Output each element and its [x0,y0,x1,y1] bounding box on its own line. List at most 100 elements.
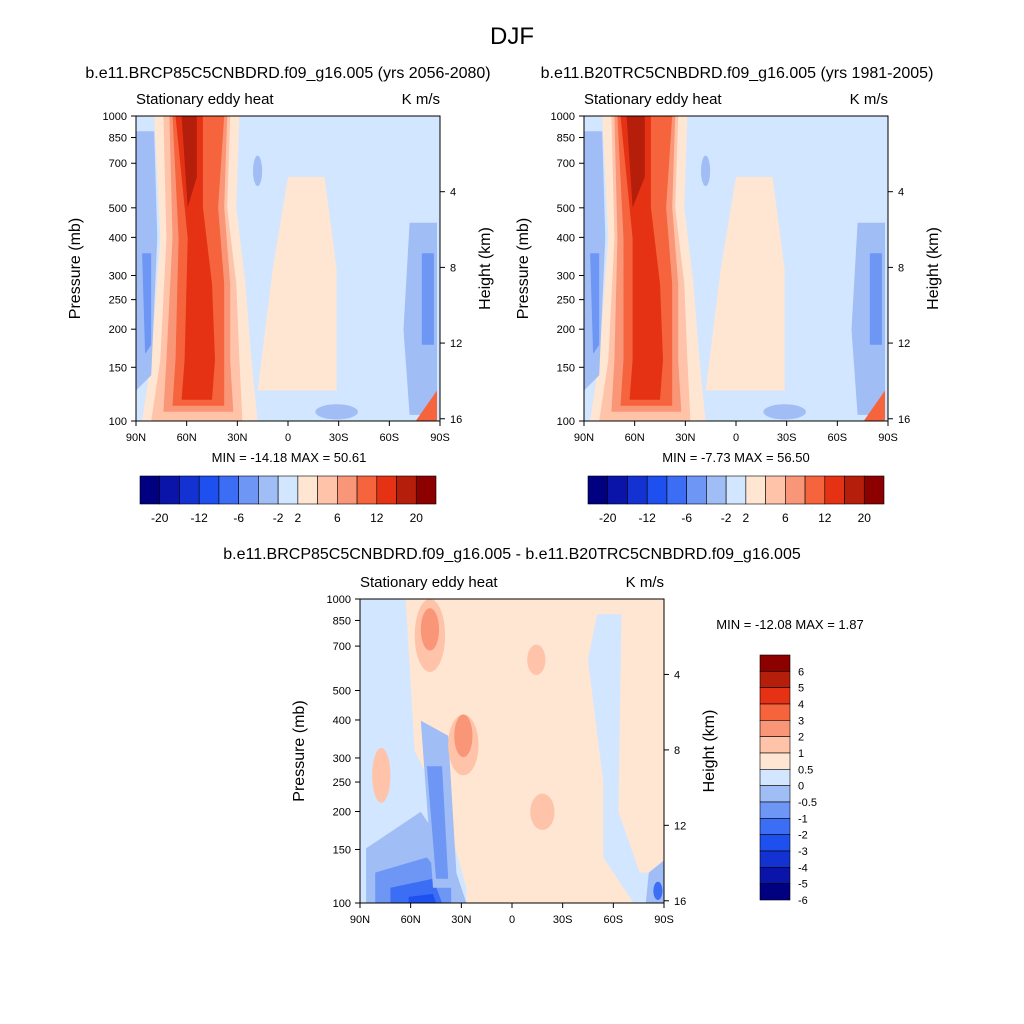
height-tick-label: 4 [674,669,680,681]
lat-tick-label: 30N [227,432,247,444]
lat-tick-label: 60N [401,914,421,926]
colorbar-label: 2 [743,511,750,525]
colorbar-label: -6 [681,511,692,525]
colorbar-box [238,475,259,505]
contour-pos-1 [530,793,555,831]
lat-tick-label: 60N [625,432,645,444]
pressure-tick-label: 200 [333,806,351,818]
pressure-tick-label: 250 [109,295,127,307]
colorbar-box [415,475,437,505]
colorbar-box [376,475,397,505]
lat-tick-label: 60N [177,432,197,444]
colorbar-box [277,475,299,505]
pressure-tick-label: 500 [557,203,575,215]
pressure-tick-label: 500 [333,686,351,698]
colorbar-label: -2 [798,830,808,842]
colorbar-box [627,475,648,505]
colorbar-label: -6 [233,511,244,525]
colorbar-box [356,475,378,505]
lat-tick-label: 60S [604,914,624,926]
colorbar-box [759,785,791,803]
colorbar-label: -2 [273,511,284,525]
pressure-tick-label: 100 [557,416,575,428]
pressure-tick-label: 300 [333,753,351,765]
contour-pos-2 [454,714,473,758]
contour-neg-2 [315,404,358,420]
contour-neg-3 [408,893,436,903]
colorbar-label: -20 [151,511,169,525]
contour-pos-1 [527,644,546,675]
pressure-tick-label: 700 [109,158,127,170]
colorbar-label: -4 [798,862,808,874]
contour-neg-2 [253,155,263,187]
height-tick-label: 16 [898,414,910,426]
lat-tick-label: 90S [878,432,898,444]
colorbar-box [759,736,791,754]
colorbar-label: 6 [782,511,789,525]
pressure-tick-label: 850 [557,133,575,145]
pressure-tick-label: 150 [109,362,127,374]
contour-pos-2 [420,608,440,651]
colorbar-box [759,883,791,901]
pressure-axis-label: Pressure (mb) [67,218,84,319]
colorbar-box [646,475,668,505]
minmax-label: MIN = -7.73 MAX = 56.50 [662,450,809,465]
lat-tick-label: 90S [654,914,674,926]
lat-tick-label: 0 [733,432,739,444]
height-tick-label: 4 [898,187,904,199]
height-tick-label: 16 [450,414,462,426]
colorbar-box [759,834,791,852]
colorbar-label: 6 [334,511,341,525]
colorbar-label: 3 [798,715,804,727]
colorbar-box [297,475,318,505]
main-title: DJF [490,23,534,50]
height-axis-label: Height (km) [477,227,494,310]
units-label: K m/s [850,91,888,108]
colorbar-label: -20 [599,511,617,525]
panel-difference: b.e11.BRCP85C5CNBDRD.f09_g16.005 - b.e11… [223,546,863,926]
lat-tick-label: 60S [828,432,848,444]
panel-present: b.e11.B20TRC5CNBDRD.f09_g16.005 (yrs 198… [515,65,942,525]
pressure-tick-label: 500 [109,203,127,215]
colorbar-box [844,475,865,505]
colorbar-label: 4 [798,699,804,711]
colorbar-box [759,687,791,705]
pressure-tick-label: 400 [557,232,575,244]
contour-neg-0 [588,614,664,903]
pressure-tick-label: 700 [557,158,575,170]
height-axis-label: Height (km) [701,710,718,793]
colorbar-box [863,475,885,505]
contour-neg-2 [701,155,711,187]
colorbar-box [804,475,826,505]
height-tick-label: 12 [450,338,462,350]
contour-pos-16 [181,116,197,208]
variable-label: Stationary eddy heat [360,574,498,591]
pressure-axis-label: Pressure (mb) [515,218,532,319]
contour-neg-2 [763,404,806,420]
colorbar-label: -5 [798,879,808,891]
panels-layer: b.e11.BRCP85C5CNBDRD.f09_g16.005 (yrs 20… [67,65,942,926]
pressure-axis-label: Pressure (mb) [291,700,308,801]
colorbar-box [765,475,786,505]
variable-label: Stationary eddy heat [136,91,274,108]
colorbar-box [759,818,791,835]
colorbar-label: 12 [370,511,384,525]
colorbar-box [218,475,239,505]
colorbar-label: -12 [191,511,209,525]
height-tick-label: 16 [674,896,686,908]
colorbar-box [337,475,358,505]
colorbar-box [706,475,727,505]
variable-label: Stationary eddy heat [584,91,722,108]
colorbar-box [759,654,791,672]
colorbar-box [759,671,791,688]
panel-title: b.e11.B20TRC5CNBDRD.f09_g16.005 (yrs 198… [541,65,934,82]
colorbar-label: -12 [639,511,657,525]
lat-tick-label: 60S [380,432,400,444]
contour-neg-4 [590,253,600,354]
pressure-tick-label: 200 [109,324,127,336]
lat-tick-label: 30S [553,914,573,926]
pressure-tick-label: 250 [557,295,575,307]
colorbar-box [666,475,687,505]
contour-neg-4 [142,253,152,354]
